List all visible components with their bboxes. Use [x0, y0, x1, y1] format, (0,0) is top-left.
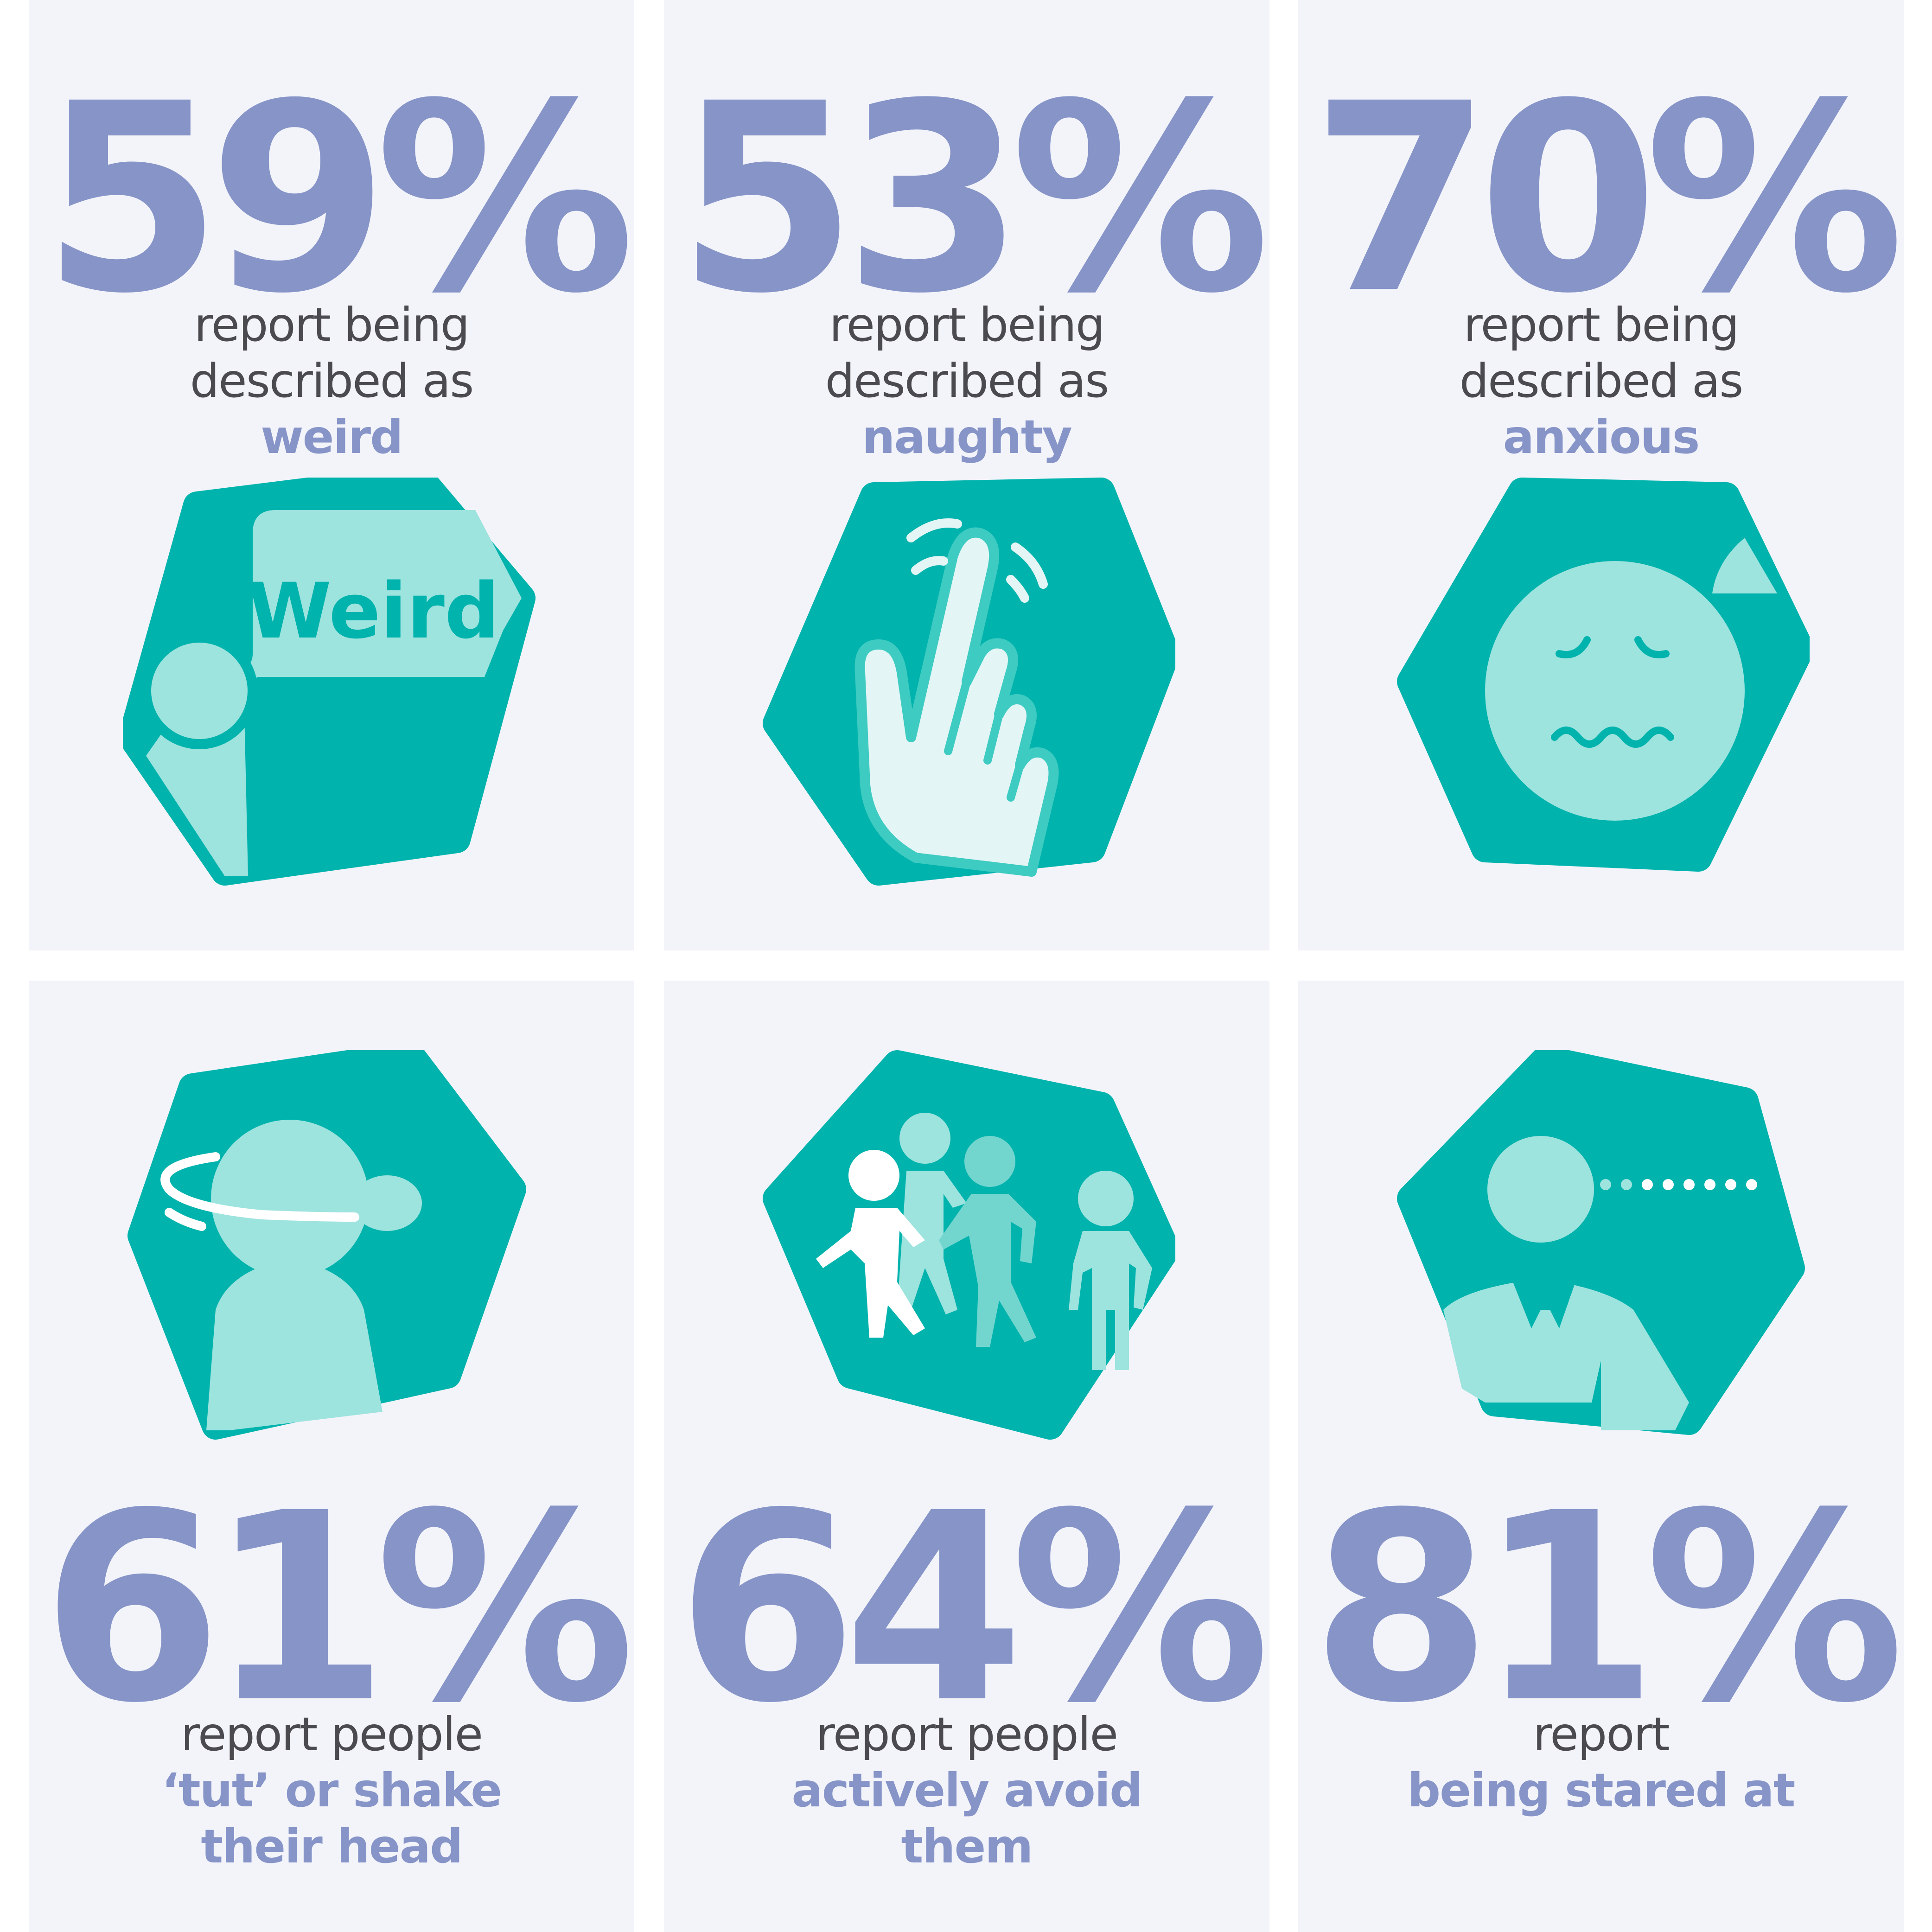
caption-highlight: naughty — [862, 410, 1072, 464]
stat-card-weird: 59% report being described as weird Weir… — [29, 0, 635, 950]
stat-card-avoid: 64% report people actively avoid them — [664, 981, 1270, 1932]
walking-people-icon — [664, 1050, 1269, 1458]
caption-line: report being — [194, 298, 470, 352]
stat-card-tut: 61% report people ‘tut’ or shake their h… — [29, 981, 635, 1932]
caption-line: report people — [816, 1707, 1118, 1761]
caption-highlight: ‘tut’ or shake — [161, 1763, 502, 1817]
head-shake-icon — [29, 1050, 634, 1458]
caption-line: report people — [180, 1707, 483, 1761]
staring-person-icon — [1298, 1050, 1904, 1458]
caption-highlight: being stared at — [1407, 1763, 1796, 1817]
pointing-hand-icon — [664, 478, 1269, 886]
caption-highlight: them — [901, 1819, 1033, 1874]
caption-line: report being — [829, 298, 1105, 352]
stat-caption: report people actively avoid them — [664, 1706, 1269, 1875]
anxious-face-icon — [1298, 478, 1904, 886]
stat-card-stared: 81% report being stared at — [1298, 981, 1905, 1932]
caption-highlight: their head — [201, 1819, 463, 1874]
weird-speech-bubble-icon: Weird — [29, 478, 634, 886]
stat-percentage: 81% — [1311, 1458, 1905, 1760]
stat-caption: report being stared at — [1298, 1706, 1904, 1818]
stat-percentage: 53% — [676, 48, 1270, 351]
stat-percentage: 64% — [676, 1458, 1270, 1760]
caption-line: report — [1533, 1707, 1670, 1761]
caption-line: described as — [190, 354, 474, 408]
caption-highlight: weird — [261, 410, 403, 464]
stat-caption: report being described as weird — [29, 297, 634, 465]
caption-highlight: anxious — [1503, 410, 1700, 464]
stat-card-anxious: 70% report being described as anxious — [1298, 0, 1905, 950]
stat-percentage: 59% — [41, 48, 635, 351]
caption-line: described as — [1459, 354, 1744, 408]
stat-percentage: 70% — [1311, 48, 1905, 351]
stat-caption: report people ‘tut’ or shake their head — [29, 1706, 634, 1875]
caption-line: described as — [825, 354, 1109, 408]
stat-caption: report being described as naughty — [664, 297, 1269, 465]
caption-line: report being — [1463, 298, 1740, 352]
stat-card-naughty: 53% report being described as naughty — [664, 0, 1270, 950]
caption-highlight: actively avoid — [791, 1763, 1142, 1817]
bubble-text: Weird — [247, 567, 499, 656]
stat-percentage: 61% — [41, 1458, 635, 1760]
stat-caption: report being described as anxious — [1298, 297, 1904, 465]
